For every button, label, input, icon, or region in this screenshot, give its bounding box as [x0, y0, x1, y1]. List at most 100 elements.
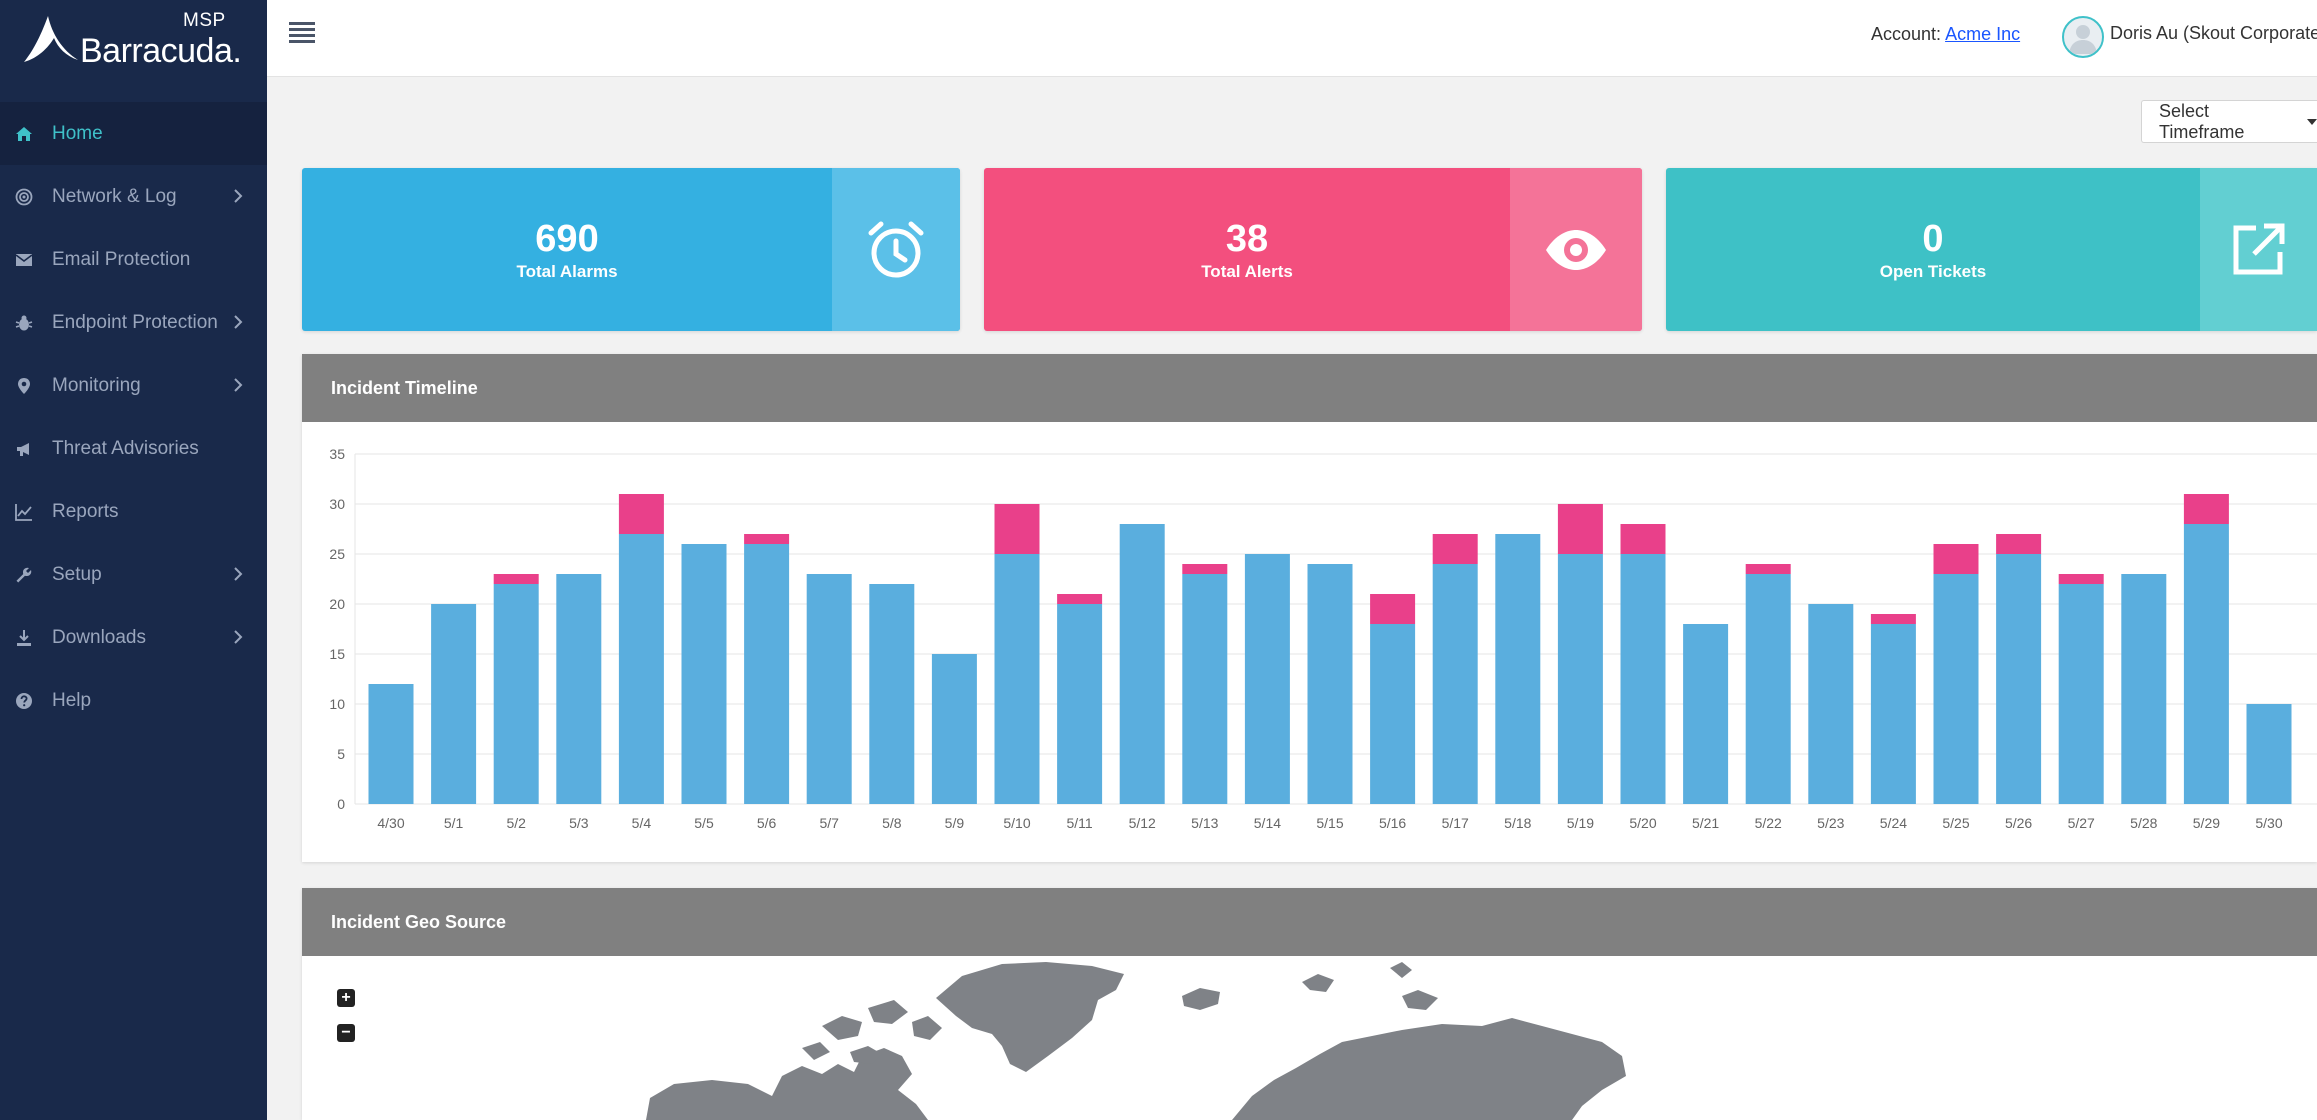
- bar-5-19-series-1[interactable]: [1557, 504, 1603, 554]
- sidebar-item-help[interactable]: Help: [0, 669, 267, 732]
- bar-5-28-series-0[interactable]: [2121, 574, 2167, 804]
- card-total-alarms[interactable]: 690 Total Alarms: [302, 168, 960, 331]
- bar-5-16-series-0[interactable]: [1370, 624, 1416, 804]
- sidebar-item-setup[interactable]: Setup: [0, 543, 267, 606]
- x-tick-label: 5/19: [1567, 815, 1594, 831]
- sidebar-item-label: Reports: [52, 500, 119, 522]
- map-region-svalbard: [1302, 962, 1412, 992]
- bar-5-5-series-0[interactable]: [681, 544, 727, 804]
- zoom-out-button[interactable]: −: [337, 1024, 355, 1042]
- x-tick-label: 5/21: [1692, 815, 1719, 831]
- card-total-alerts[interactable]: 38 Total Alerts: [984, 168, 1642, 331]
- bar-5-30-series-0[interactable]: [2246, 704, 2292, 804]
- bar-5-13-series-1[interactable]: [1182, 564, 1228, 574]
- bar-5-26-series-0[interactable]: [1996, 554, 2042, 804]
- bar-5-11-series-0[interactable]: [1057, 604, 1103, 804]
- bar-5-7-series-0[interactable]: [806, 574, 852, 804]
- bar-5-22-series-1[interactable]: [1745, 564, 1791, 574]
- bar-5-27-series-1[interactable]: [2058, 574, 2104, 584]
- hamburger-menu-icon[interactable]: [289, 20, 315, 46]
- x-tick-label: 5/24: [1880, 815, 1907, 831]
- card-open-tickets[interactable]: 0 Open Tickets: [1666, 168, 2317, 331]
- sidebar-item-reports[interactable]: Reports: [0, 480, 267, 543]
- bar-5-4-series-1[interactable]: [618, 494, 664, 534]
- brand-logo[interactable]: MSP Barracuda.: [0, 0, 267, 92]
- user-name[interactable]: Doris Au (Skout Corporate): [2110, 23, 2317, 43]
- card-main: 38 Total Alerts: [984, 168, 1510, 331]
- bar-5-29-series-1[interactable]: [2183, 494, 2229, 524]
- x-tick-label: 5/14: [1254, 815, 1281, 831]
- bar-5-2-series-0[interactable]: [493, 584, 539, 804]
- sidebar-item-network-log[interactable]: Network & Log: [0, 165, 267, 228]
- bar-5-20-series-1[interactable]: [1620, 524, 1666, 554]
- bar-5-3-series-0[interactable]: [556, 574, 602, 804]
- sidebar-item-threat-advisories[interactable]: Threat Advisories: [0, 417, 267, 480]
- bar-5-10-series-0[interactable]: [994, 554, 1040, 804]
- sidebar-item-home[interactable]: Home: [0, 102, 267, 165]
- bar-5-4-series-0[interactable]: [618, 534, 664, 804]
- y-tick-label: 20: [329, 596, 345, 612]
- x-tick-label: 5/26: [2005, 815, 2032, 831]
- card-label: Total Alerts: [1201, 261, 1293, 281]
- x-tick-label: 5/2: [506, 815, 526, 831]
- bar-5-17-series-1[interactable]: [1432, 534, 1478, 564]
- sidebar-item-label: Home: [52, 122, 103, 144]
- alarm-clock-icon: [868, 221, 924, 277]
- bar-5-16-series-1[interactable]: [1370, 594, 1416, 624]
- bar-4-30-series-0[interactable]: [368, 684, 414, 804]
- brand-name: Barracuda.: [80, 32, 242, 70]
- bar-5-27-series-0[interactable]: [2058, 584, 2104, 804]
- bar-5-12-series-0[interactable]: [1119, 524, 1165, 804]
- x-tick-label: 5/15: [1316, 815, 1343, 831]
- sidebar-item-email-protection[interactable]: Email Protection: [0, 228, 267, 291]
- timeframe-dropdown[interactable]: Select Timeframe: [2141, 100, 2317, 143]
- bar-5-11-series-1[interactable]: [1057, 594, 1103, 604]
- bar-5-29-series-0[interactable]: [2183, 524, 2229, 804]
- sidebar-item-downloads[interactable]: Downloads: [0, 606, 267, 669]
- world-map[interactable]: [302, 956, 2317, 1120]
- bar-5-6-series-1[interactable]: [744, 534, 790, 544]
- sidebar-item-endpoint-protection[interactable]: Endpoint Protection: [0, 291, 267, 354]
- bar-5-25-series-1[interactable]: [1933, 544, 1979, 574]
- x-tick-label: 5/27: [2068, 815, 2095, 831]
- bar-5-13-series-0[interactable]: [1182, 574, 1228, 804]
- avatar[interactable]: [2062, 16, 2104, 58]
- bar-5-10-series-1[interactable]: [994, 504, 1040, 554]
- sidebar-item-monitoring[interactable]: Monitoring: [0, 354, 267, 417]
- map-region-greenland: [936, 962, 1124, 1072]
- bar-5-24-series-1[interactable]: [1870, 614, 1916, 624]
- card-icon-area: [1510, 168, 1642, 331]
- x-tick-label: 5/10: [1003, 815, 1030, 831]
- bar-5-20-series-0[interactable]: [1620, 554, 1666, 804]
- account-link[interactable]: Acme Inc: [1945, 24, 2021, 44]
- bar-5-9-series-0[interactable]: [931, 654, 977, 804]
- bar-5-21-series-0[interactable]: [1683, 624, 1729, 804]
- incident-timeline-panel: Incident Timeline 0 5 10 15 20 25 30 35 4/30 5/1 5…: [302, 354, 2317, 862]
- bar-5-8-series-0[interactable]: [869, 584, 915, 804]
- bar-5-19-series-0[interactable]: [1557, 554, 1603, 804]
- zoom-in-button[interactable]: +: [337, 989, 355, 1007]
- bar-5-14-series-0[interactable]: [1244, 554, 1290, 804]
- x-tick-label: 5/8: [882, 815, 902, 831]
- bar-5-25-series-0[interactable]: [1933, 574, 1979, 804]
- bar-5-15-series-0[interactable]: [1307, 564, 1353, 804]
- bar-5-24-series-0[interactable]: [1870, 624, 1916, 804]
- bar-5-1-series-0[interactable]: [431, 604, 477, 804]
- bar-5-18-series-0[interactable]: [1495, 534, 1541, 804]
- x-tick-label: 5/22: [1755, 815, 1782, 831]
- account-info: Account: Acme Inc: [1871, 24, 2020, 45]
- y-tick-label: 5: [337, 746, 345, 762]
- bar-5-6-series-0[interactable]: [744, 544, 790, 804]
- map-pin-icon: [14, 376, 34, 396]
- bar-5-26-series-1[interactable]: [1996, 534, 2042, 554]
- bar-5-22-series-0[interactable]: [1745, 574, 1791, 804]
- bar-5-17-series-0[interactable]: [1432, 564, 1478, 804]
- line-chart-icon: [14, 502, 34, 522]
- wrench-icon: [14, 565, 34, 585]
- bar-5-2-series-1[interactable]: [493, 574, 539, 584]
- sidebar: MSP Barracuda. Home Network & Log Email Pr…: [0, 0, 267, 1120]
- x-tick-label: 5/16: [1379, 815, 1406, 831]
- caret-down-icon: [2307, 118, 2317, 125]
- x-tick-label: 5/29: [2193, 815, 2220, 831]
- bar-5-23-series-0[interactable]: [1808, 604, 1854, 804]
